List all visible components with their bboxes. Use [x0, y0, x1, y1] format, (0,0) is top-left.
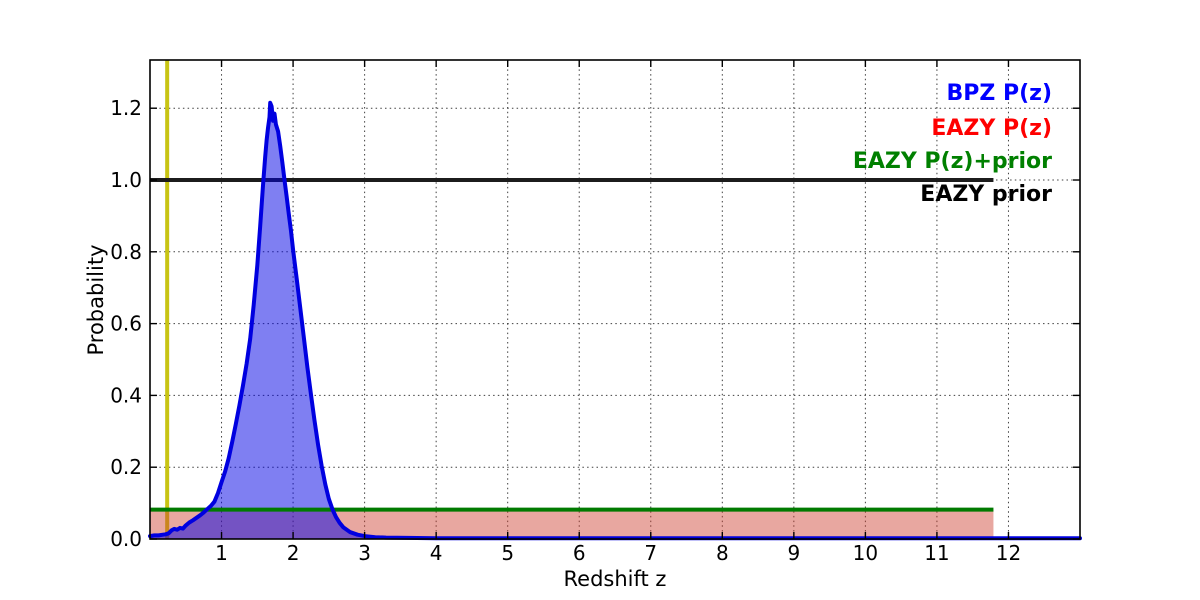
y-tick-labels: 0.0 0.2 0.4 0.6 0.8 1.0 1.2 [110, 96, 142, 551]
x-tick-label: 12 [996, 541, 1021, 565]
x-tick-label: 6 [573, 541, 586, 565]
x-tick-labels: 1 2 3 4 5 6 7 8 9 10 11 12 [215, 541, 1021, 565]
x-tick-label: 5 [501, 541, 514, 565]
legend-label-eazy-pz: EAZY P(z) [931, 116, 1052, 141]
y-tick-label: 1.2 [110, 96, 142, 120]
legend-label-eazy-pz-prior: EAZY P(z)+prior [853, 149, 1052, 174]
legend-label-bpz-pz: BPZ P(z) [946, 81, 1052, 106]
y-tick-label: 1.0 [110, 168, 142, 192]
x-tick-label: 7 [644, 541, 657, 565]
y-axis-label: Probability [84, 244, 108, 355]
x-tick-label: 1 [215, 541, 228, 565]
axes-frame [149, 59, 1081, 540]
y-tick-label: 0.6 [110, 312, 142, 336]
y-tick-label: 0.8 [110, 240, 142, 264]
series-bpz-p-z-line [148, 100, 1082, 541]
x-tick-label: 11 [924, 541, 949, 565]
x-tick-label: 10 [853, 541, 878, 565]
y-tick-label: 0.0 [110, 527, 142, 551]
legend-label-eazy-prior: EAZY prior [920, 182, 1052, 207]
x-axis-label: Redshift z [564, 567, 667, 591]
x-tick-label: 3 [358, 541, 371, 565]
legend: BPZ P(z) EAZY P(z) EAZY P(z)+prior EAZY … [853, 81, 1052, 207]
tick-marks [150, 60, 1080, 540]
x-tick-label: 8 [716, 541, 729, 565]
series-layer [148, 60, 1082, 541]
x-tick-label: 2 [287, 541, 300, 565]
y-tick-label: 0.2 [110, 455, 142, 479]
x-tick-label: 9 [787, 541, 800, 565]
series-bpz-p-z-fill [150, 102, 1080, 540]
x-tick-label: 4 [430, 541, 443, 565]
y-tick-label: 0.4 [110, 383, 142, 407]
